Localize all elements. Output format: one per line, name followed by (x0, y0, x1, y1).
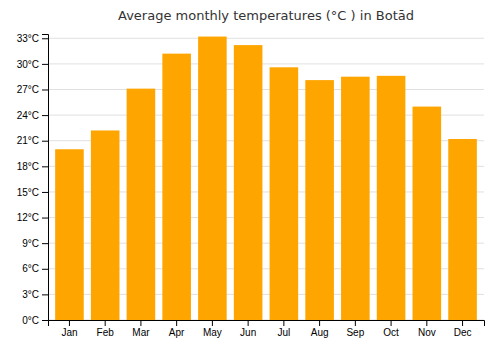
y-tick: 12°C (17, 212, 48, 223)
x-tick-mark (248, 320, 249, 326)
y-tick: 30°C (17, 59, 48, 70)
y-tick-mark (42, 294, 48, 295)
y-tick: 9°C (22, 238, 48, 249)
bar (377, 76, 406, 320)
y-tick: 6°C (22, 263, 48, 274)
x-tick: Jan (61, 320, 77, 338)
y-tick-label: 30°C (17, 59, 39, 70)
y-tick: 3°C (22, 289, 48, 300)
y-tick-label: 15°C (17, 187, 39, 198)
y-tick-mark (42, 192, 48, 193)
grid-line (48, 63, 484, 64)
y-tick: 0°C (22, 315, 48, 326)
x-tick-label: Sep (346, 327, 364, 338)
x-tick: Sep (346, 320, 364, 338)
x-tick-mark (140, 320, 141, 326)
x-tick-label: Aug (311, 327, 329, 338)
x-tick-mark (176, 320, 177, 326)
y-tick-mark (42, 243, 48, 244)
y-tick-mark (42, 89, 48, 90)
bar (413, 107, 442, 320)
x-tick: Dec (454, 320, 472, 338)
x-tick-label: Oct (383, 327, 399, 338)
y-tick-label: 27°C (17, 84, 39, 95)
bar (91, 130, 120, 320)
x-tick-mark (319, 320, 320, 326)
x-tick-mark (391, 320, 392, 326)
x-tick: Jul (277, 320, 290, 338)
grid-line (48, 89, 484, 90)
y-tick-label: 21°C (17, 135, 39, 146)
grid-line (48, 38, 484, 39)
x-tick-label: Dec (454, 327, 472, 338)
x-axis: Jan Feb Mar Apr May Jun Jul Aug Sep Oct Nov Dec (49, 320, 485, 338)
y-tick-label: 12°C (17, 212, 39, 223)
bar (448, 139, 477, 320)
x-tick: Jun (240, 320, 256, 338)
x-tick-mark (105, 320, 106, 326)
y-tick: 24°C (17, 110, 48, 121)
chart: 0°C 3°C 6°C 9°C 12°C 15°C 18°C 21°C 24°C 27°C 30°C… (0, 0, 500, 350)
x-tick: May (203, 320, 222, 338)
bar (341, 77, 370, 320)
x-tick: Feb (97, 320, 115, 338)
title: Average monthly temperatures (°C ) in Bo… (118, 8, 414, 23)
x-tick-label: Feb (97, 327, 115, 338)
y-axis-line (42, 35, 49, 321)
x-tick-label: Apr (169, 327, 185, 338)
x-tick-label: Mar (132, 327, 150, 338)
y-axis: 0°C 3°C 6°C 9°C 12°C 15°C 18°C 21°C 24°C 27°C 30°C… (17, 33, 49, 326)
y-tick-mark (42, 218, 48, 219)
x-tick: Aug (311, 320, 329, 338)
y-tick-label: 0°C (22, 315, 39, 326)
x-tick-label: Jun (240, 327, 256, 338)
y-tick-mark (42, 269, 48, 270)
x-tick-label: Jan (61, 327, 77, 338)
y-tick-mark (42, 64, 48, 65)
x-tick: Oct (383, 320, 399, 338)
y-tick: 21°C (17, 135, 48, 146)
x-tick: Apr (169, 320, 185, 338)
grid (48, 38, 484, 320)
bars (55, 37, 477, 320)
bar (55, 149, 84, 320)
bar (162, 54, 191, 320)
x-tick-mark (355, 320, 356, 326)
bar (198, 37, 227, 320)
bar (127, 89, 156, 320)
x-axis-line (49, 321, 485, 327)
y-tick-mark (42, 38, 48, 39)
y-tick-label: 3°C (22, 289, 39, 300)
y-tick-mark (42, 115, 48, 116)
y-tick: 15°C (17, 187, 48, 198)
y-tick-mark (42, 141, 48, 142)
y-tick: 18°C (17, 161, 48, 172)
x-tick-label: Nov (418, 327, 436, 338)
y-tick: 27°C (17, 84, 48, 95)
y-tick-label: 33°C (17, 33, 39, 44)
bar (234, 45, 263, 320)
y-tick-label: 24°C (17, 110, 39, 121)
plot: 0°C 3°C 6°C 9°C 12°C 15°C 18°C 21°C 24°C 27°C 30°C… (17, 33, 485, 338)
x-tick: Mar (132, 320, 150, 338)
x-tick: Nov (418, 320, 436, 338)
y-tick-label: 6°C (22, 263, 39, 274)
bar (305, 80, 334, 320)
x-tick-mark (69, 320, 70, 326)
y-tick-label: 9°C (22, 238, 39, 249)
y-tick-label: 18°C (17, 161, 39, 172)
x-tick-mark (283, 320, 284, 326)
x-tick-mark (462, 320, 463, 326)
x-tick-mark (212, 320, 213, 326)
y-tick-mark (42, 320, 48, 321)
x-tick-label: Jul (277, 327, 290, 338)
y-tick: 33°C (17, 33, 48, 44)
y-tick-mark (42, 166, 48, 167)
bar (270, 67, 299, 320)
x-tick-mark (426, 320, 427, 326)
x-tick-label: May (203, 327, 222, 338)
